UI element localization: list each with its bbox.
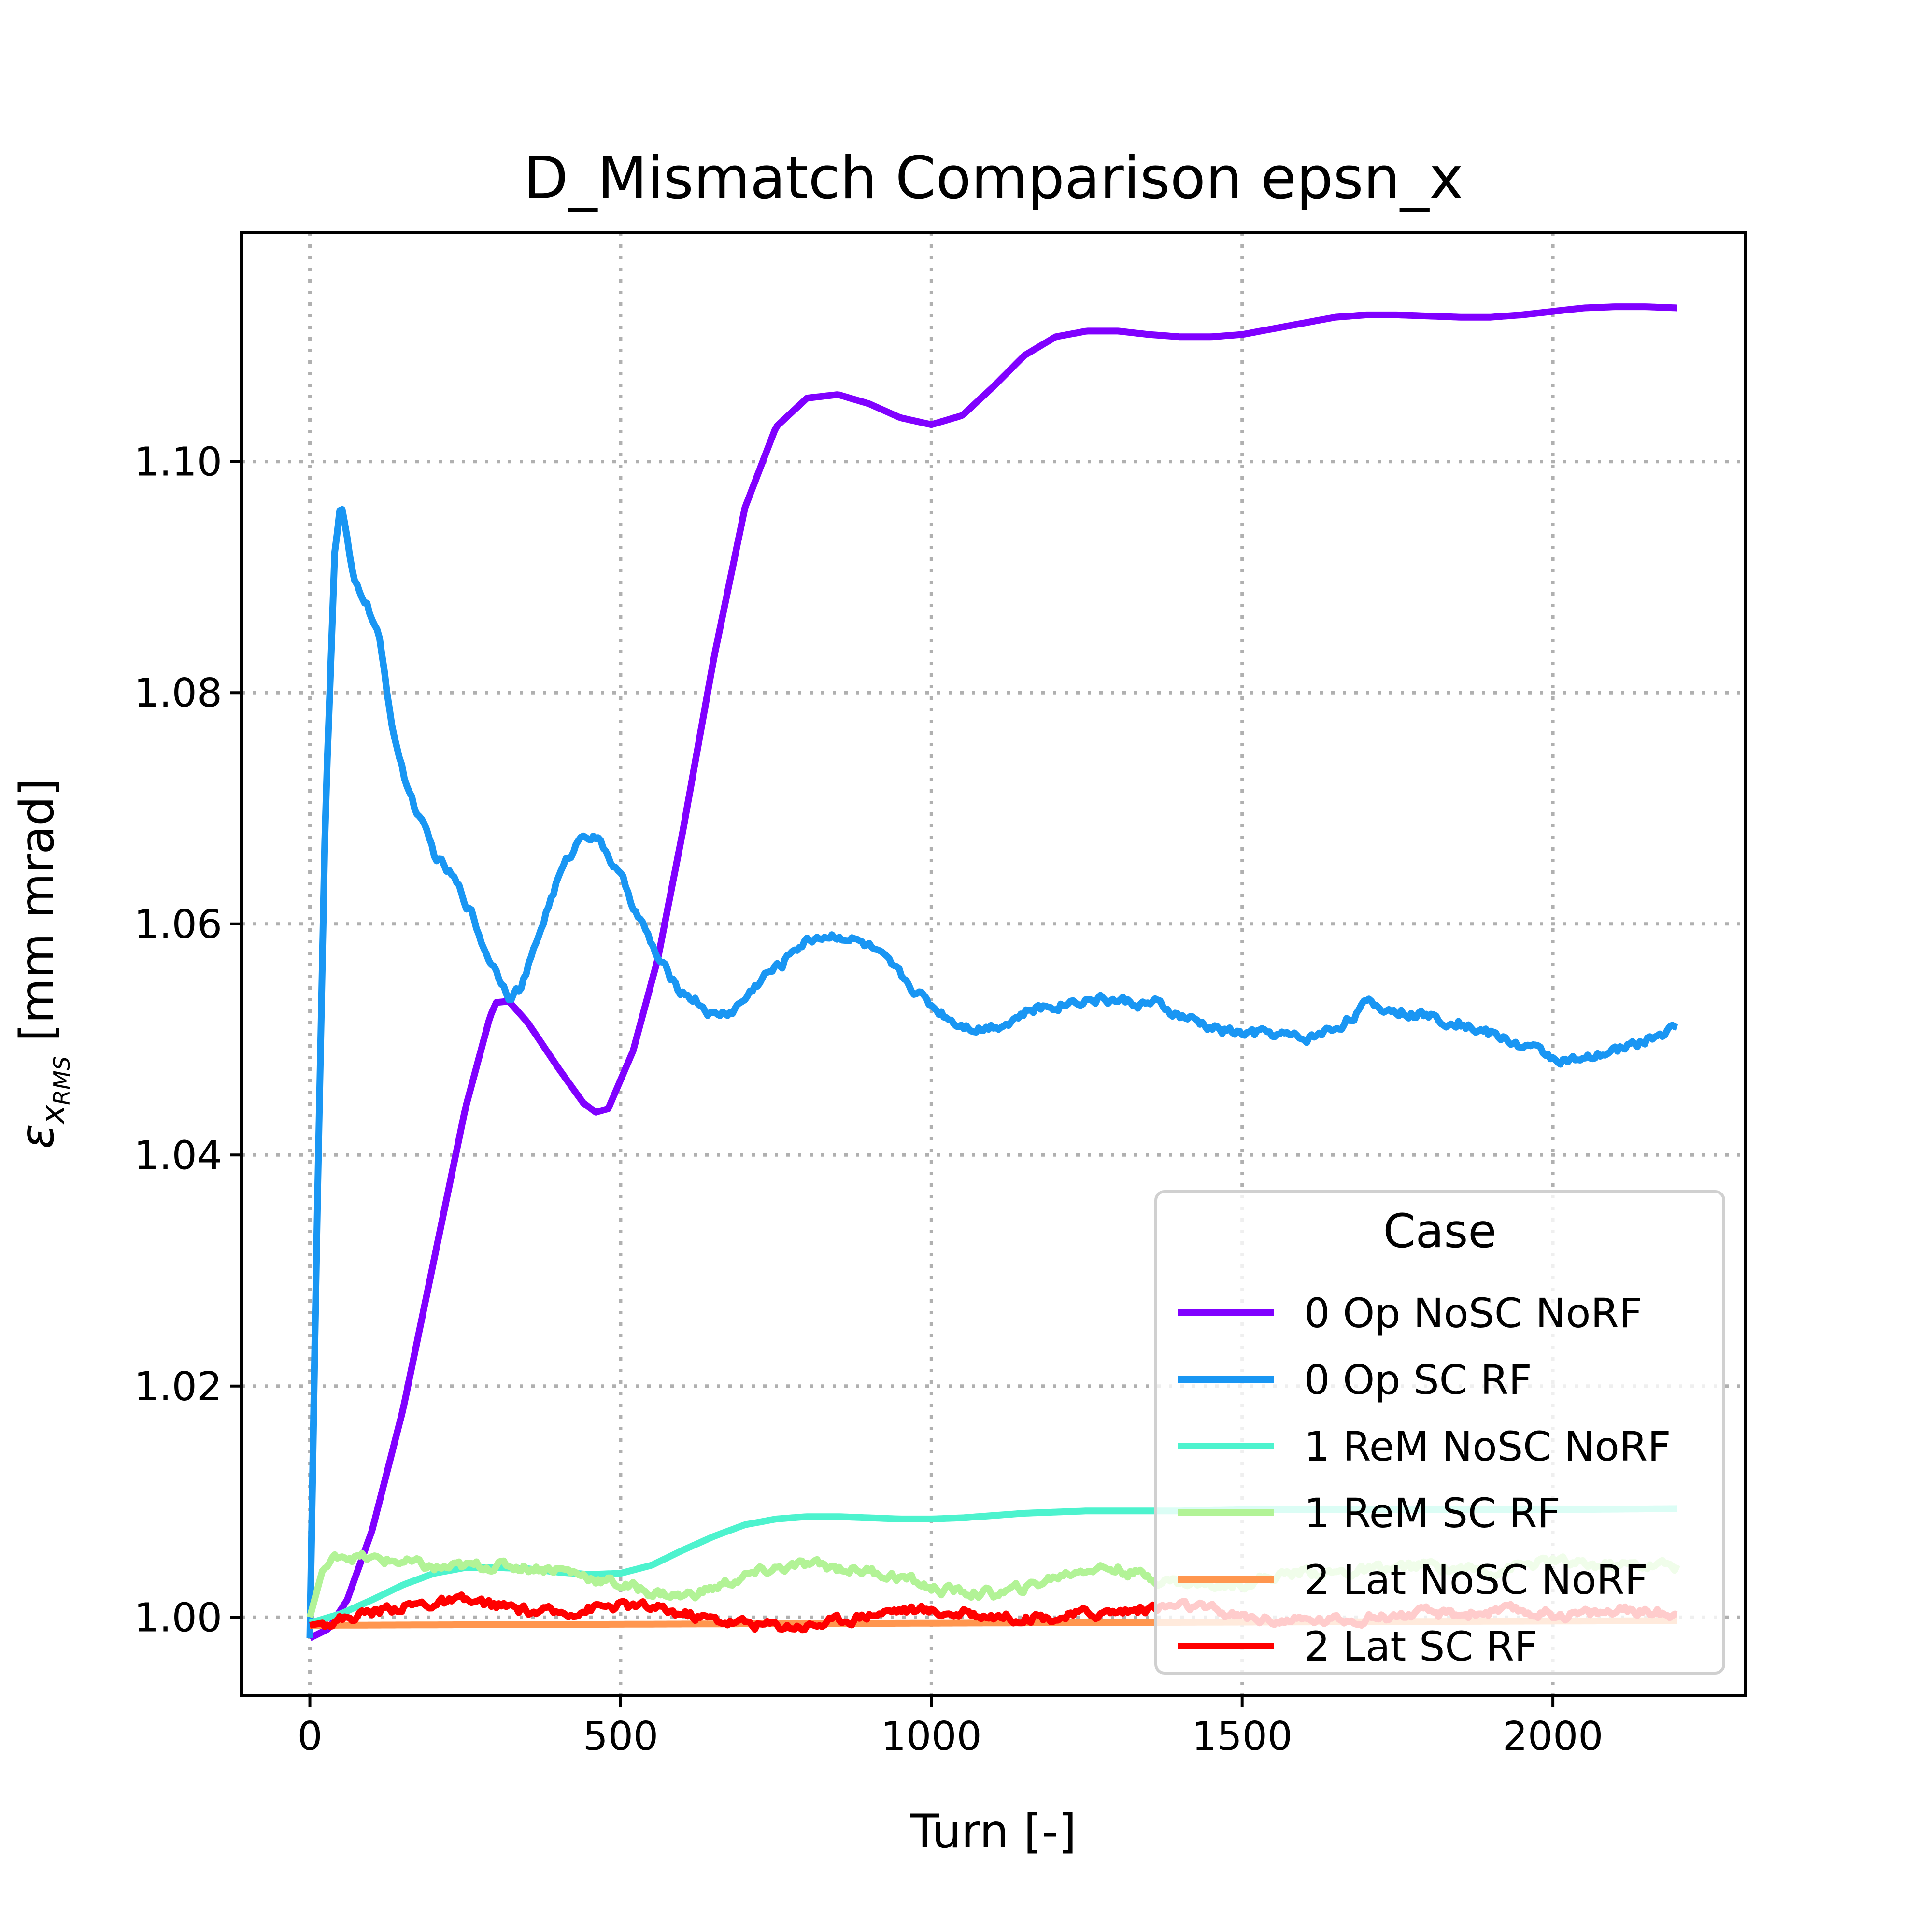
y-tick-label: 1.00 bbox=[134, 1595, 222, 1641]
y-axis-subscript: x bbox=[34, 1105, 71, 1125]
legend-label: 0 Op SC RF bbox=[1304, 1356, 1532, 1404]
legend-box bbox=[1154, 1190, 1725, 1675]
y-tick-label: 1.02 bbox=[134, 1364, 222, 1410]
legend-label: 2 Lat SC RF bbox=[1304, 1623, 1537, 1670]
y-axis-label: εxRMS [mm mrad] bbox=[10, 778, 75, 1149]
series-line bbox=[308, 303, 1678, 1641]
axis-ticks: 0 500 1000 1500 2000 1.00 1.02 1.04 1.06 1.08 1.10 bbox=[134, 440, 1603, 1760]
chart-title: D_Mismatch Comparison epsn_x bbox=[524, 145, 1463, 212]
y-tick-label: 1.10 bbox=[134, 440, 222, 485]
legend-label: 2 Lat NoSC NoRF bbox=[1304, 1556, 1648, 1604]
y-tick-label: 1.08 bbox=[134, 670, 222, 716]
legend-title: Case bbox=[1383, 1204, 1497, 1258]
plot-frame bbox=[240, 231, 1747, 1697]
y-axis-symbol: ε bbox=[10, 1124, 64, 1149]
x-tick-label: 500 bbox=[583, 1714, 659, 1760]
legend-label: 1 ReM SC RF bbox=[1304, 1490, 1561, 1537]
y-tick-label: 1.06 bbox=[134, 902, 222, 948]
x-tick-label: 2000 bbox=[1503, 1714, 1604, 1760]
legend: Case 0 Op NoSC NoRF 0 Op SC RF 1 ReM NoSC … bbox=[1154, 1190, 1725, 1675]
x-tick-label: 1000 bbox=[881, 1714, 982, 1760]
legend-label: 0 Op NoSC NoRF bbox=[1304, 1290, 1642, 1337]
x-tick-label: 0 bbox=[297, 1714, 322, 1760]
y-axis-subsubscript: RMS bbox=[49, 1056, 75, 1105]
legend-entries: 0 Op NoSC NoRF 0 Op SC RF 1 ReM NoSC NoRF 1… bbox=[1178, 1290, 1671, 1670]
y-tick-label: 1.04 bbox=[134, 1133, 222, 1179]
x-tick-label: 1500 bbox=[1192, 1714, 1293, 1760]
x-axis-label: Turn [-] bbox=[910, 1804, 1077, 1859]
legend-label: 1 ReM NoSC NoRF bbox=[1304, 1423, 1671, 1470]
y-axis-unit: [mm mrad] bbox=[10, 778, 64, 1056]
series-line bbox=[306, 506, 1678, 1638]
